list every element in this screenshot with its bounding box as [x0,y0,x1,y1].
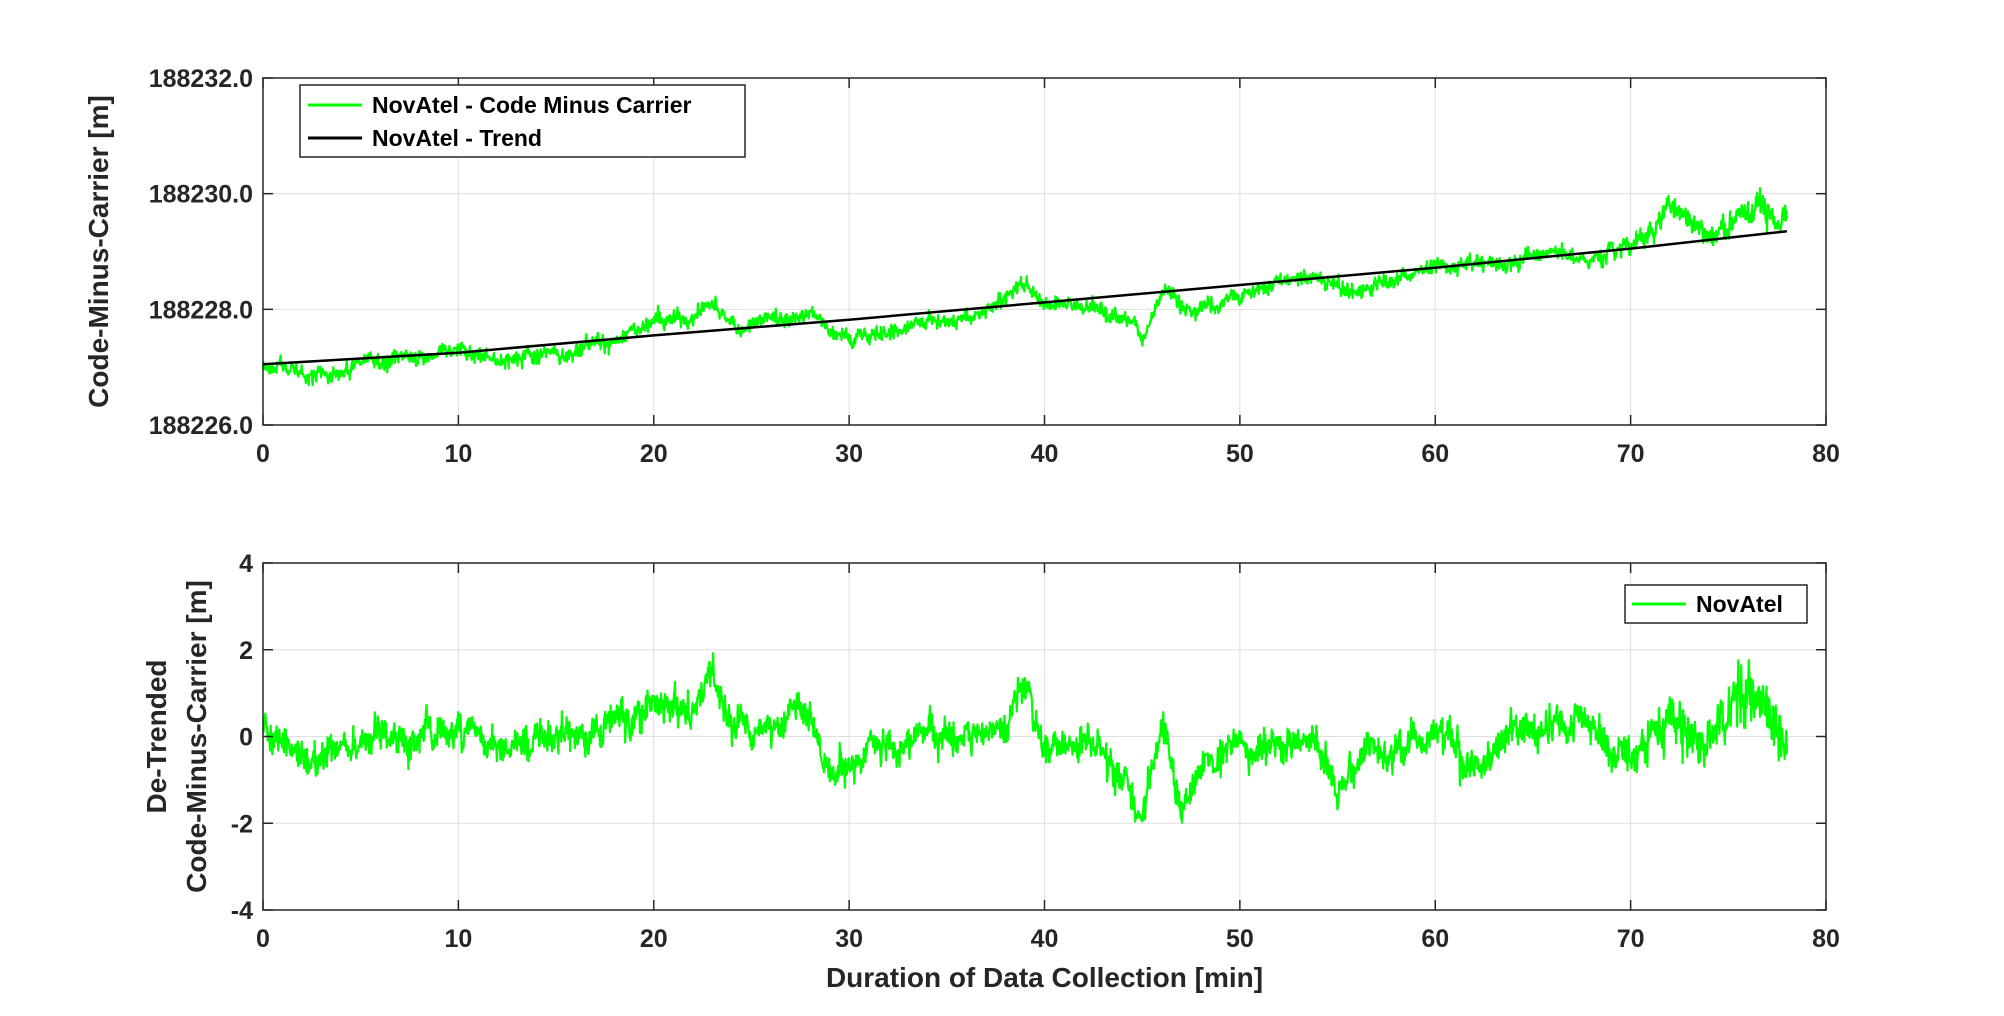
x-tick-label: 70 [1617,440,1645,468]
x-tick-label: 30 [835,925,863,953]
y-axis-label-line: Code-Minus-Carrier [m] [83,95,114,408]
bottom-panel-series [261,652,1788,824]
y-tick-label: 188226.0 [149,412,253,440]
bottom-panel-tick-labels: 0 10 20 30 40 50 60 70 80 -4 -2 0 2 4 [231,550,1840,953]
legend-entry-novatel: NovAtel [1696,591,1783,617]
x-tick-label: 60 [1421,925,1449,953]
top-panel-series [261,187,1788,387]
bottom-panel-legend: NovAtel [1624,584,1808,624]
x-tick-label: 60 [1421,440,1449,468]
y-tick-label: 4 [239,550,253,578]
bottom-panel-y-axis-label: De-Trended Code-Minus-Carrier [m] [141,580,212,893]
y-tick-label: 188232.0 [149,65,253,93]
x-tick-label: 50 [1226,440,1254,468]
x-tick-label: 70 [1617,925,1645,953]
x-tick-label: 20 [640,440,668,468]
y-tick-label: 188230.0 [149,181,253,209]
x-tick-label: 20 [640,925,668,953]
x-tick-label: 40 [1031,440,1059,468]
x-tick-label: 0 [256,925,270,953]
top-panel-legend-box [299,84,746,158]
y-tick-label: -2 [231,810,253,838]
y-axis-label-line: Code-Minus-Carrier [m] [181,580,212,893]
x-tick-label: 80 [1812,440,1840,468]
legend-entry-trend: NovAtel - Trend [372,125,542,151]
series-line-detrended [261,652,1788,824]
x-tick-label: 10 [444,925,472,953]
top-panel: 0 10 20 30 40 50 60 70 80 188226.0 188228.0 188230.… [83,65,1840,468]
x-tick-label: 30 [835,440,863,468]
y-tick-label: 188228.0 [149,296,253,324]
y-tick-label: 2 [239,637,253,665]
x-tick-label: 10 [444,440,472,468]
bottom-panel: 0 10 20 30 40 50 60 70 80 -4 -2 0 2 4 De-Trended Code-… [141,550,1840,993]
top-panel-tick-labels: 0 10 20 30 40 50 60 70 80 188226.0 188228.0 188230.… [149,65,1840,468]
x-tick-label: 50 [1226,925,1254,953]
series-line-trend [262,230,1788,366]
x-tick-label: 40 [1031,925,1059,953]
top-panel-y-axis-label: Code-Minus-Carrier [m] [83,95,114,408]
y-tick-label: -4 [231,897,253,925]
x-tick-label: 0 [256,440,270,468]
y-axis-label-line: De-Trended [141,659,172,813]
y-tick-label: 0 [239,724,253,752]
legend-entry-code-minus-carrier: NovAtel - Code Minus Carrier [372,92,692,118]
x-tick-label: 80 [1812,925,1840,953]
bottom-panel-x-axis-label: Duration of Data Collection [min] [826,962,1263,993]
top-panel-legend: NovAtel - Code Minus Carrier NovAtel - T… [299,84,746,158]
